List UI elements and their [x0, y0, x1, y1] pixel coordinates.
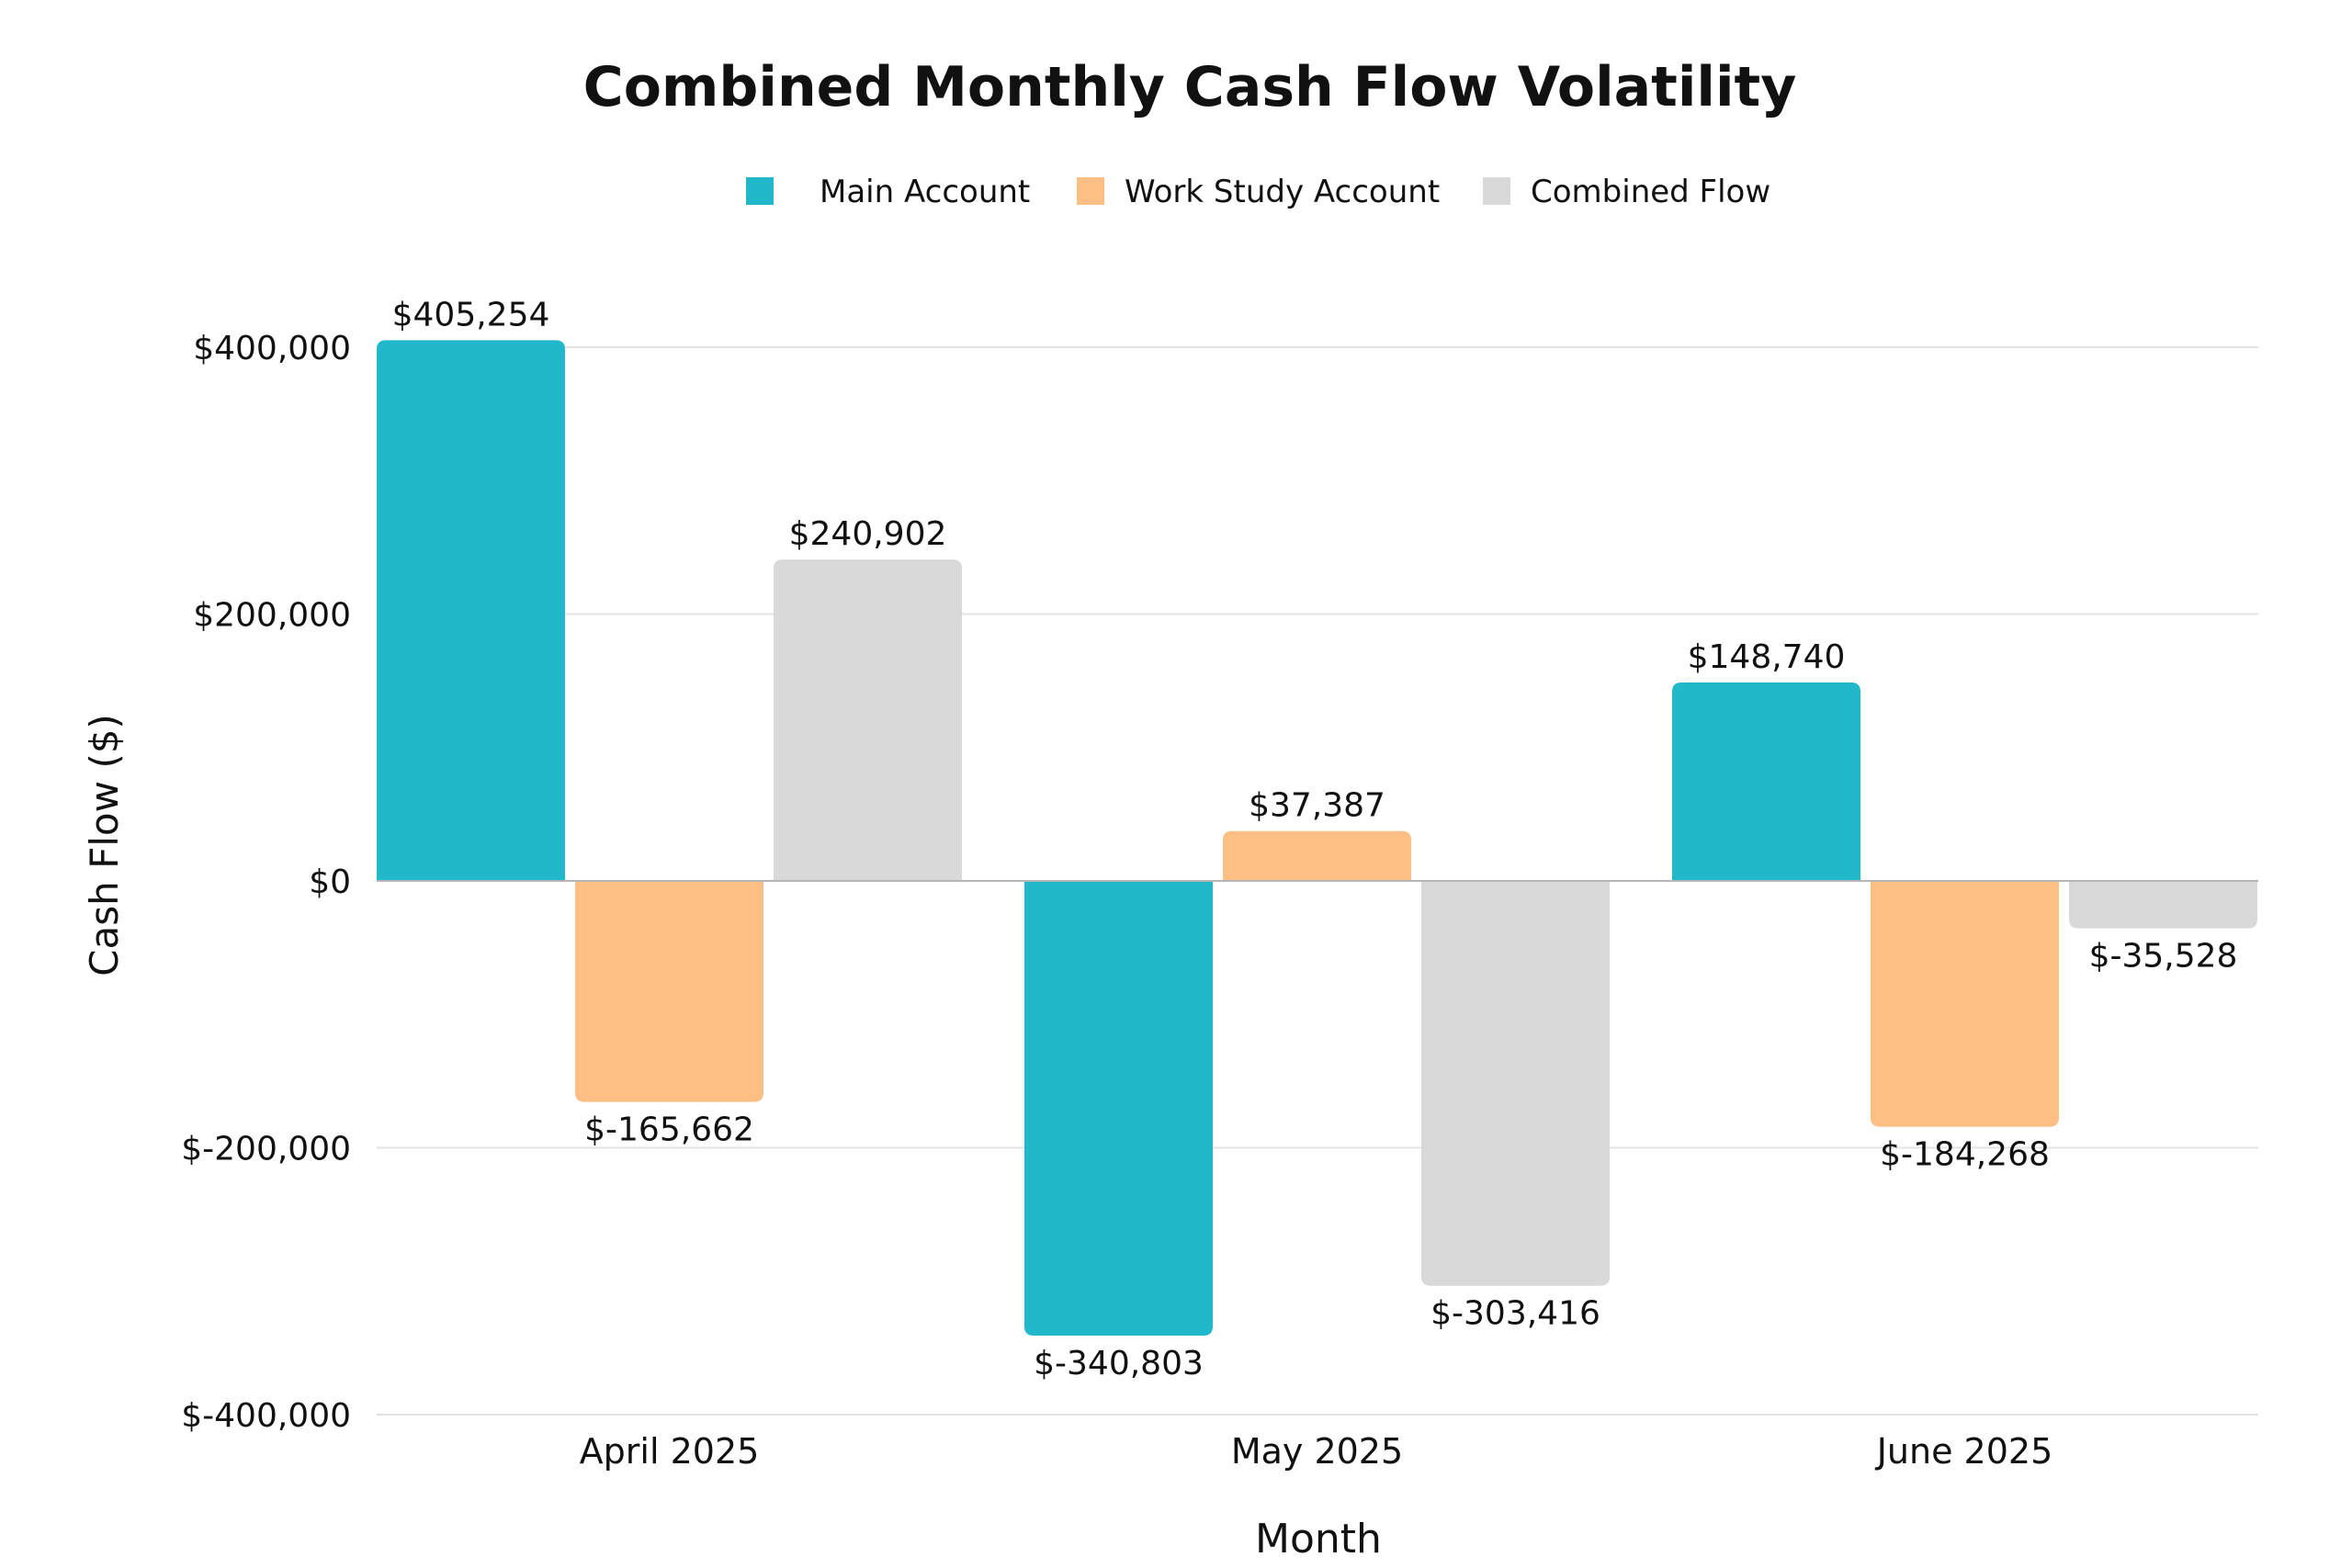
- data-label: $-184,268: [1880, 1136, 2050, 1174]
- y-tick-label: $0: [309, 863, 351, 901]
- legend-label: Main Account: [820, 174, 1030, 210]
- x-tick-label: April 2025: [580, 1431, 760, 1472]
- legend-label: Combined Flow: [1531, 174, 1770, 210]
- y-tick-label: $-400,000: [181, 1397, 351, 1435]
- data-label: $37,387: [1249, 787, 1385, 825]
- bar: [2069, 881, 2257, 929]
- legend: Main Account Work Study Account Combined F…: [746, 174, 1770, 210]
- bar: [1672, 682, 1860, 881]
- bars: [377, 340, 2258, 1337]
- x-tick-label: May 2025: [1231, 1431, 1403, 1472]
- x-tick-label: June 2025: [1875, 1431, 2053, 1472]
- y-tick-label: $200,000: [193, 597, 351, 635]
- legend-swatch: [1483, 177, 1510, 205]
- data-label: $-35,528: [2089, 938, 2238, 976]
- data-label: $405,254: [392, 296, 550, 333]
- x-axis-label: Month: [1255, 1516, 1382, 1562]
- x-axis-ticks: April 2025 May 2025 June 2025: [580, 1431, 2053, 1472]
- data-label: $-165,662: [584, 1111, 754, 1149]
- y-axis-label: Cash Flow ($): [82, 714, 127, 976]
- bar: [1223, 830, 1411, 881]
- grid: $400,000 $200,000 $0 $-200,000 $-400,000: [181, 330, 2258, 1435]
- chart-title: Combined Monthly Cash Flow Volatility: [583, 55, 1797, 119]
- y-tick-label: $-200,000: [181, 1131, 351, 1168]
- data-label: $-303,416: [1430, 1295, 1600, 1333]
- data-label: $240,902: [789, 515, 947, 553]
- data-labels: $405,254 $-165,662 $240,902 $-340,803 $37,38…: [392, 296, 2238, 1382]
- legend-swatch: [746, 177, 774, 205]
- bar: [377, 340, 565, 882]
- legend-swatch: [1077, 177, 1104, 205]
- bar: [774, 559, 962, 881]
- bar: [1421, 881, 1610, 1286]
- bar: [1024, 881, 1213, 1337]
- legend-label: Work Study Account: [1125, 174, 1440, 210]
- data-label: $148,740: [1688, 638, 1846, 676]
- data-label: $-340,803: [1034, 1345, 1204, 1382]
- bar: [575, 881, 763, 1102]
- bar: [1871, 881, 2059, 1127]
- y-tick-label: $400,000: [193, 330, 351, 367]
